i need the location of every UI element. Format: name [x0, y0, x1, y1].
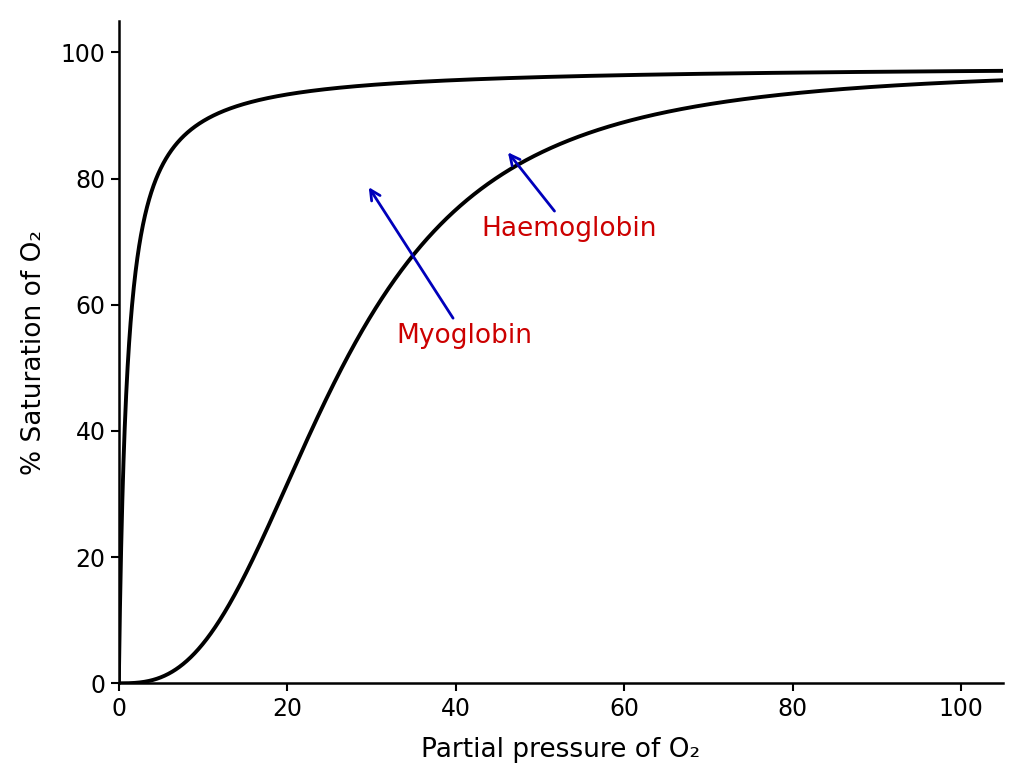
Y-axis label: % Saturation of O₂: % Saturation of O₂: [20, 230, 47, 474]
Text: Myoglobin: Myoglobin: [371, 190, 532, 350]
X-axis label: Partial pressure of O₂: Partial pressure of O₂: [422, 737, 700, 763]
Text: Haemoglobin: Haemoglobin: [481, 154, 656, 242]
